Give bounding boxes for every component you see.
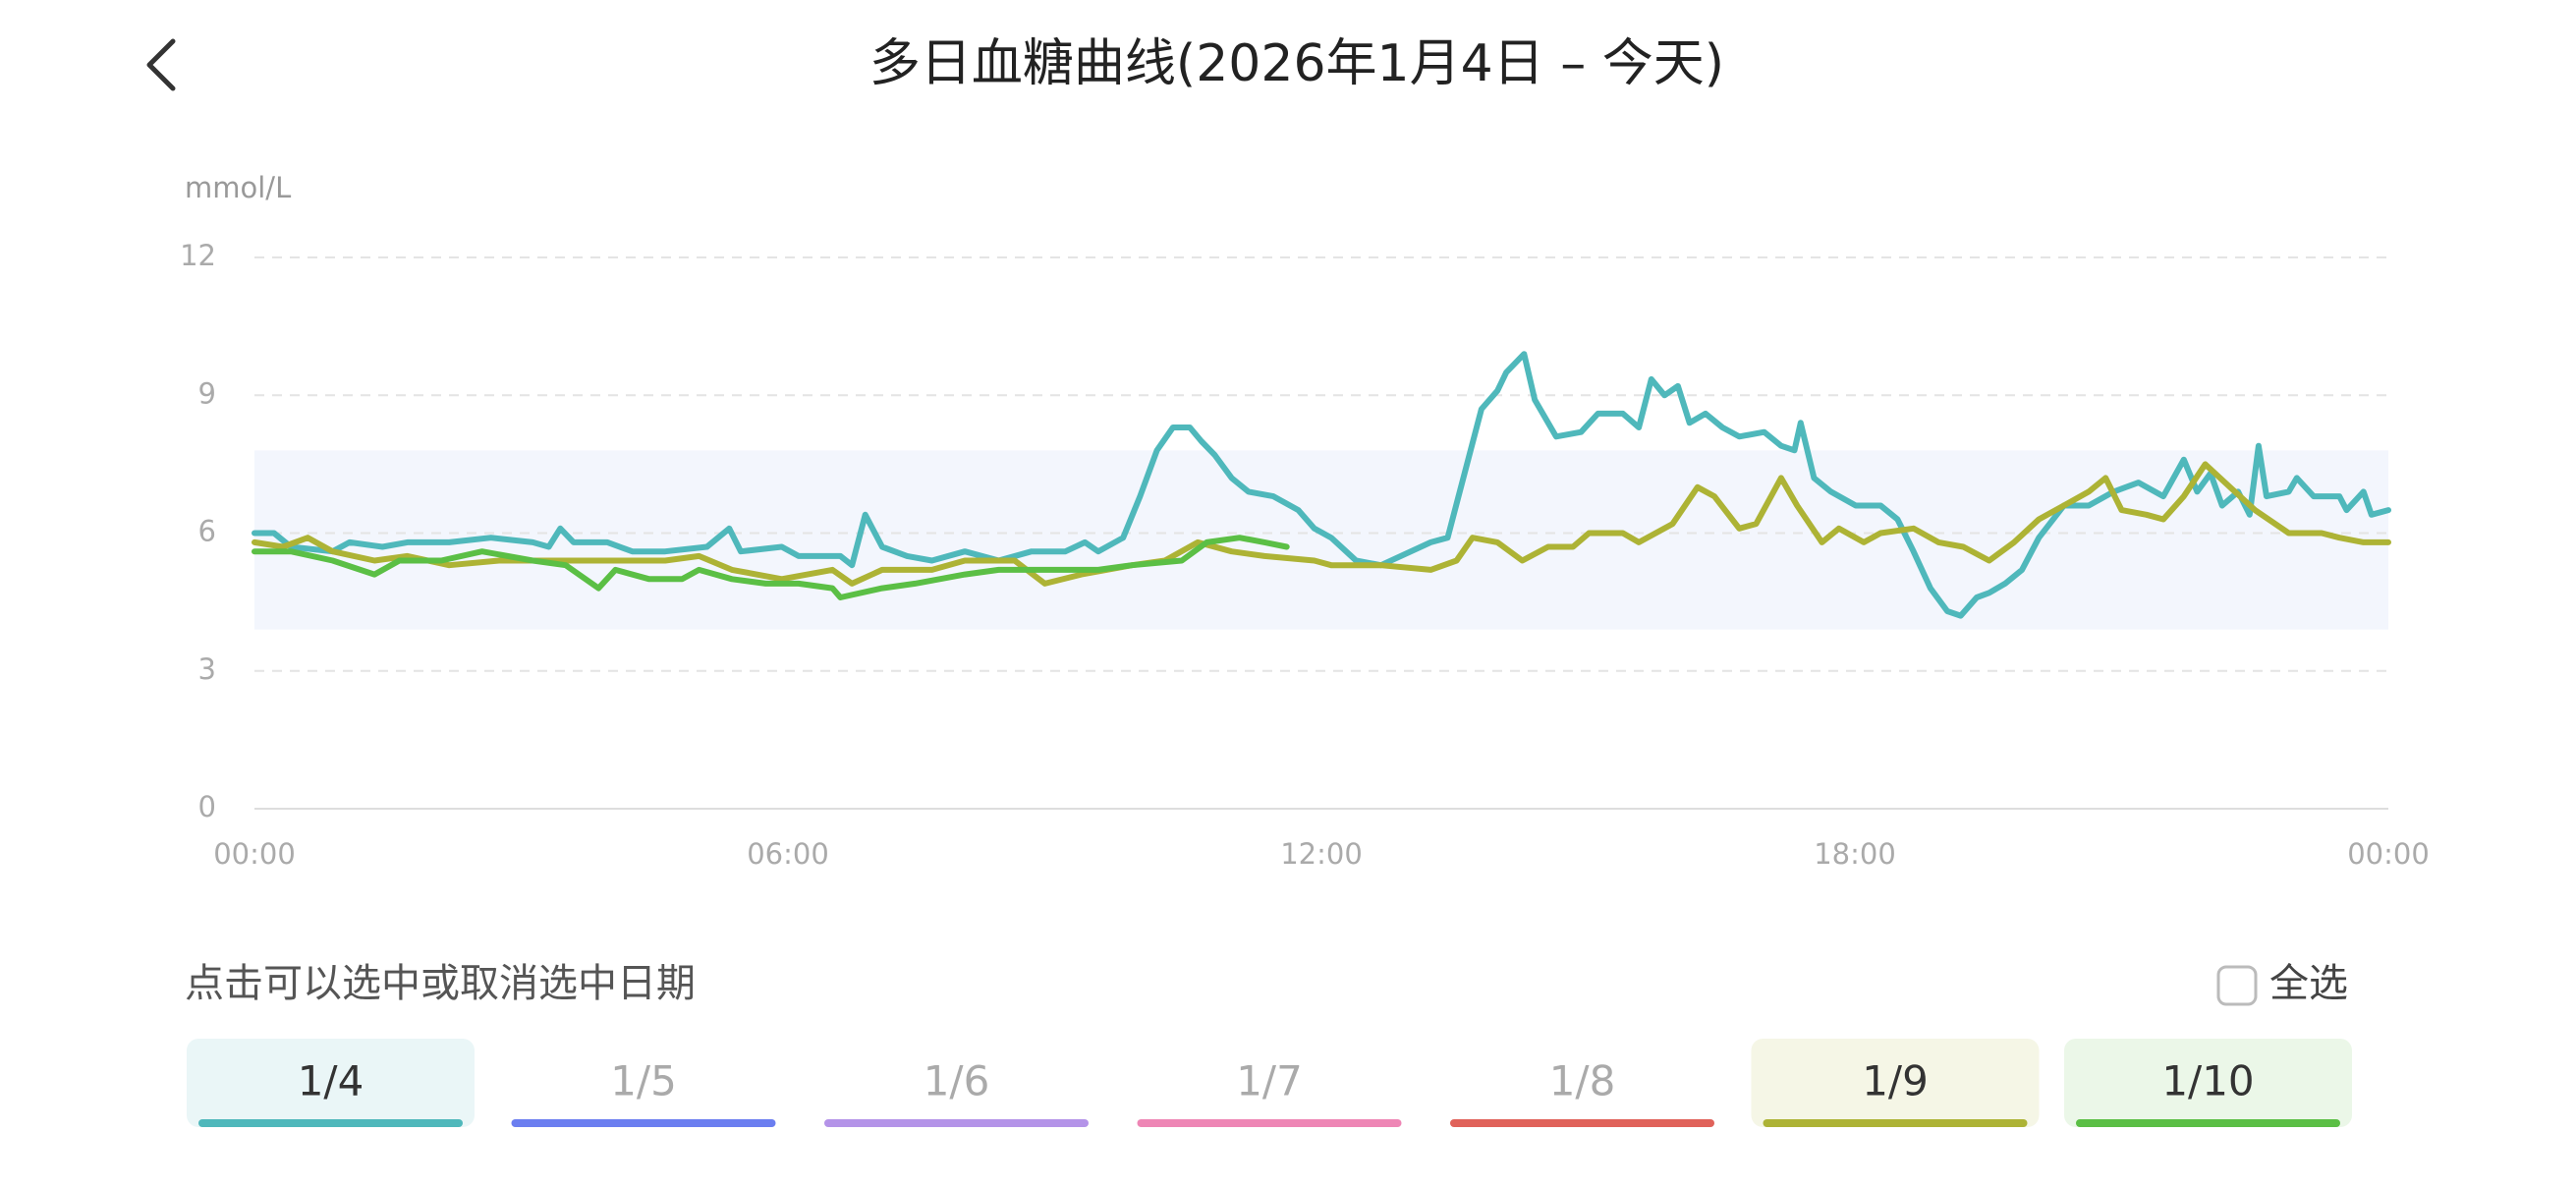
date-tab-label[interactable]: 1/4 bbox=[298, 1057, 364, 1105]
series-line bbox=[252, 535, 1290, 600]
series-line bbox=[252, 351, 2391, 619]
x-tick-label: 12:00 bbox=[1280, 837, 1363, 871]
date-tab-label[interactable]: 1/6 bbox=[924, 1057, 990, 1105]
y-tick-label: 3 bbox=[198, 652, 216, 686]
select-all-checkbox[interactable] bbox=[2216, 965, 2258, 1006]
date-tab-underline bbox=[1137, 1119, 1402, 1127]
date-tab-label[interactable]: 1/7 bbox=[1236, 1057, 1303, 1105]
y-axis-unit: mmol/L bbox=[185, 171, 291, 204]
date-tab-bg[interactable] bbox=[1438, 1039, 1726, 1127]
date-tab-bg[interactable] bbox=[812, 1039, 1100, 1127]
page-title: 多日血糖曲线(2026年1月4日 – 今天) bbox=[869, 34, 1724, 93]
date-tab-bg[interactable] bbox=[187, 1039, 475, 1127]
x-tick-label: 18:00 bbox=[1814, 837, 1896, 871]
y-tick-label: 6 bbox=[198, 515, 216, 548]
y-tick-label: 12 bbox=[180, 239, 216, 272]
date-tab-underline bbox=[1763, 1119, 2028, 1127]
back-button[interactable] bbox=[146, 38, 176, 91]
date-tab-bg[interactable] bbox=[1751, 1039, 2040, 1127]
date-tab-label[interactable]: 1/5 bbox=[610, 1057, 677, 1105]
date-tab-label[interactable]: 1/9 bbox=[1862, 1057, 1929, 1105]
series-line bbox=[252, 461, 2391, 587]
date-tab-bg[interactable] bbox=[499, 1039, 788, 1127]
hint-text: 点击可以选中或取消选中日期 bbox=[185, 961, 696, 1006]
date-tab-underline bbox=[824, 1119, 1089, 1127]
date-tab-bg[interactable] bbox=[2064, 1039, 2352, 1127]
date-tab-underline bbox=[198, 1119, 463, 1127]
date-tab-label[interactable]: 1/8 bbox=[1549, 1057, 1616, 1105]
x-tick-label: 00:00 bbox=[2347, 837, 2430, 871]
target-range bbox=[254, 450, 2388, 630]
date-tab-bg[interactable] bbox=[1125, 1039, 1414, 1127]
date-tab-underline bbox=[2076, 1119, 2340, 1127]
y-tick-label: 0 bbox=[198, 790, 216, 823]
y-tick-label: 9 bbox=[198, 376, 216, 410]
date-tab-label[interactable]: 1/10 bbox=[2161, 1057, 2254, 1105]
x-tick-label: 00:00 bbox=[213, 837, 296, 871]
select-all-label[interactable]: 全选 bbox=[2269, 961, 2348, 1006]
x-tick-label: 06:00 bbox=[747, 837, 829, 871]
date-tab-underline bbox=[1450, 1119, 1714, 1127]
date-tab-underline bbox=[511, 1119, 776, 1127]
